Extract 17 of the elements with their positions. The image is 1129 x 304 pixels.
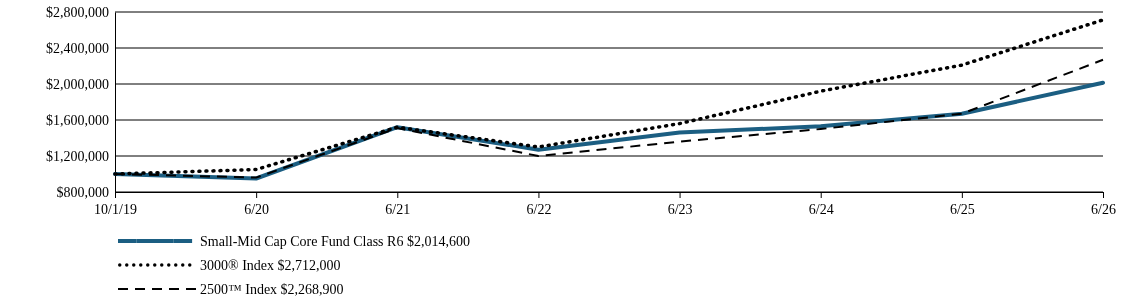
y-tick-label: $2,800,000: [46, 4, 109, 20]
legend-label: Small-Mid Cap Core Fund Class R6 $2,014,600: [200, 234, 470, 249]
x-tick-label: 6/25: [949, 201, 975, 217]
x-tick-label: 6/22: [526, 201, 552, 217]
y-tick-label: $2,000,000: [46, 76, 109, 92]
legend-label: 3000® Index $2,712,000: [200, 258, 341, 273]
y-tick-label: $1,200,000: [46, 148, 109, 164]
x-tick-label: 6/23: [667, 201, 693, 217]
x-tick-label: 6/24: [808, 201, 834, 217]
y-tick-label: $800,000: [56, 184, 109, 200]
x-tick-label: 6/20: [244, 201, 270, 217]
x-tick-label: 6/21: [385, 201, 411, 217]
legend-label: 2500™ Index $2,268,900: [200, 282, 344, 297]
y-tick-label: $2,400,000: [46, 40, 109, 56]
y-tick-label: $1,600,000: [46, 112, 109, 128]
x-tick-label: 10/1/19: [94, 201, 137, 217]
x-tick-label: 6/26: [1091, 201, 1116, 217]
